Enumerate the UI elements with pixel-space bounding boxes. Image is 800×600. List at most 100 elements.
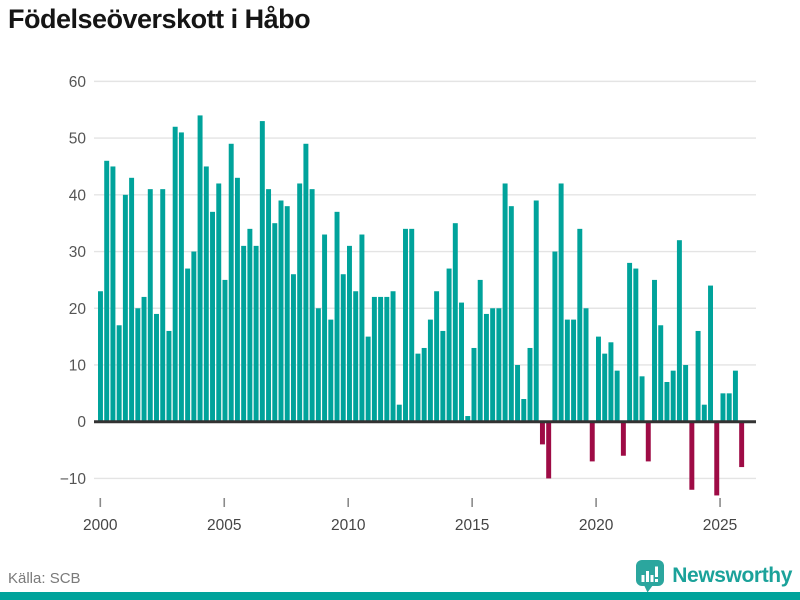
bar (160, 189, 166, 422)
bar (98, 291, 103, 422)
bar (664, 381, 670, 422)
bar (241, 245, 247, 422)
brand-wordmark: Newsworthy (672, 564, 792, 587)
bar (154, 313, 159, 422)
bar (614, 370, 620, 422)
bar (203, 166, 209, 422)
bar (515, 364, 521, 422)
bar (166, 330, 172, 422)
bar (670, 370, 676, 422)
bar (577, 228, 583, 422)
bar (328, 319, 334, 422)
bar (583, 308, 589, 422)
bar (396, 404, 402, 422)
bar (639, 376, 645, 422)
bar (347, 245, 352, 422)
chart-title: Födelseöverskott i Håbo (8, 4, 311, 34)
bar (452, 223, 458, 422)
bar (116, 325, 122, 422)
bar (434, 291, 440, 422)
x-axis-tick-label: 2000 (83, 517, 118, 534)
bar (378, 296, 384, 422)
bottom-accent-bar (0, 592, 800, 600)
bar (284, 206, 290, 422)
bar (403, 228, 408, 422)
bar (739, 421, 745, 468)
bar (496, 308, 502, 422)
bar (110, 166, 116, 422)
x-axis-tick-label: 2010 (331, 517, 366, 534)
bar (359, 234, 365, 422)
bar (135, 308, 141, 422)
bar (322, 234, 328, 422)
bar (508, 206, 514, 422)
bar (471, 347, 477, 422)
bar (141, 296, 147, 422)
bar (297, 183, 303, 422)
bar (483, 313, 489, 422)
bar (720, 393, 726, 422)
x-axis-tick-label: 2005 (207, 517, 241, 534)
bar (558, 183, 564, 422)
bar (446, 268, 452, 422)
bar (147, 189, 153, 422)
bar (658, 325, 664, 422)
bar (571, 319, 577, 422)
bar (602, 353, 608, 422)
bar (384, 296, 390, 422)
bar (234, 177, 240, 422)
bar (726, 393, 732, 422)
bar (247, 228, 253, 422)
bar (259, 121, 265, 422)
bar (309, 189, 315, 422)
bar (477, 279, 483, 422)
brand: Newsworthy (635, 559, 792, 593)
bar (533, 200, 539, 422)
bar (191, 251, 197, 422)
x-axis-tick-label: 2015 (455, 517, 489, 534)
bar (178, 132, 184, 422)
bar (502, 183, 508, 422)
bar (122, 194, 128, 422)
y-axis-tick-label: 50 (69, 131, 87, 148)
bar (689, 421, 695, 490)
bar (340, 274, 346, 422)
bar (415, 353, 421, 422)
y-axis-tick-label: 40 (69, 187, 87, 204)
bar (440, 330, 446, 422)
bar (645, 421, 651, 462)
bar (714, 421, 720, 496)
bar (633, 268, 639, 422)
bar (527, 347, 533, 422)
bar (172, 126, 178, 422)
bar (427, 319, 433, 422)
y-axis-tick-label: 60 (69, 74, 87, 91)
bar (129, 177, 135, 422)
bar (197, 115, 203, 422)
x-axis-tick-label: 2020 (579, 517, 614, 534)
bar (365, 336, 371, 422)
bar (683, 364, 689, 422)
bar (390, 291, 396, 422)
bar (546, 421, 552, 479)
bar (490, 308, 496, 422)
bar (210, 211, 215, 422)
bar (620, 421, 626, 456)
y-axis-tick-label: 10 (69, 357, 87, 374)
bar (253, 245, 259, 422)
bar (695, 330, 701, 422)
bar (596, 336, 601, 422)
y-axis-tick-label: −10 (60, 471, 87, 488)
bar (185, 268, 191, 422)
bar (465, 416, 471, 422)
bar (701, 404, 707, 422)
bar (222, 279, 228, 422)
bar (104, 160, 110, 422)
x-axis-tick-label: 2025 (703, 517, 737, 534)
bar (676, 240, 682, 422)
bar (315, 308, 321, 422)
bar (278, 200, 284, 422)
bar (272, 223, 278, 422)
